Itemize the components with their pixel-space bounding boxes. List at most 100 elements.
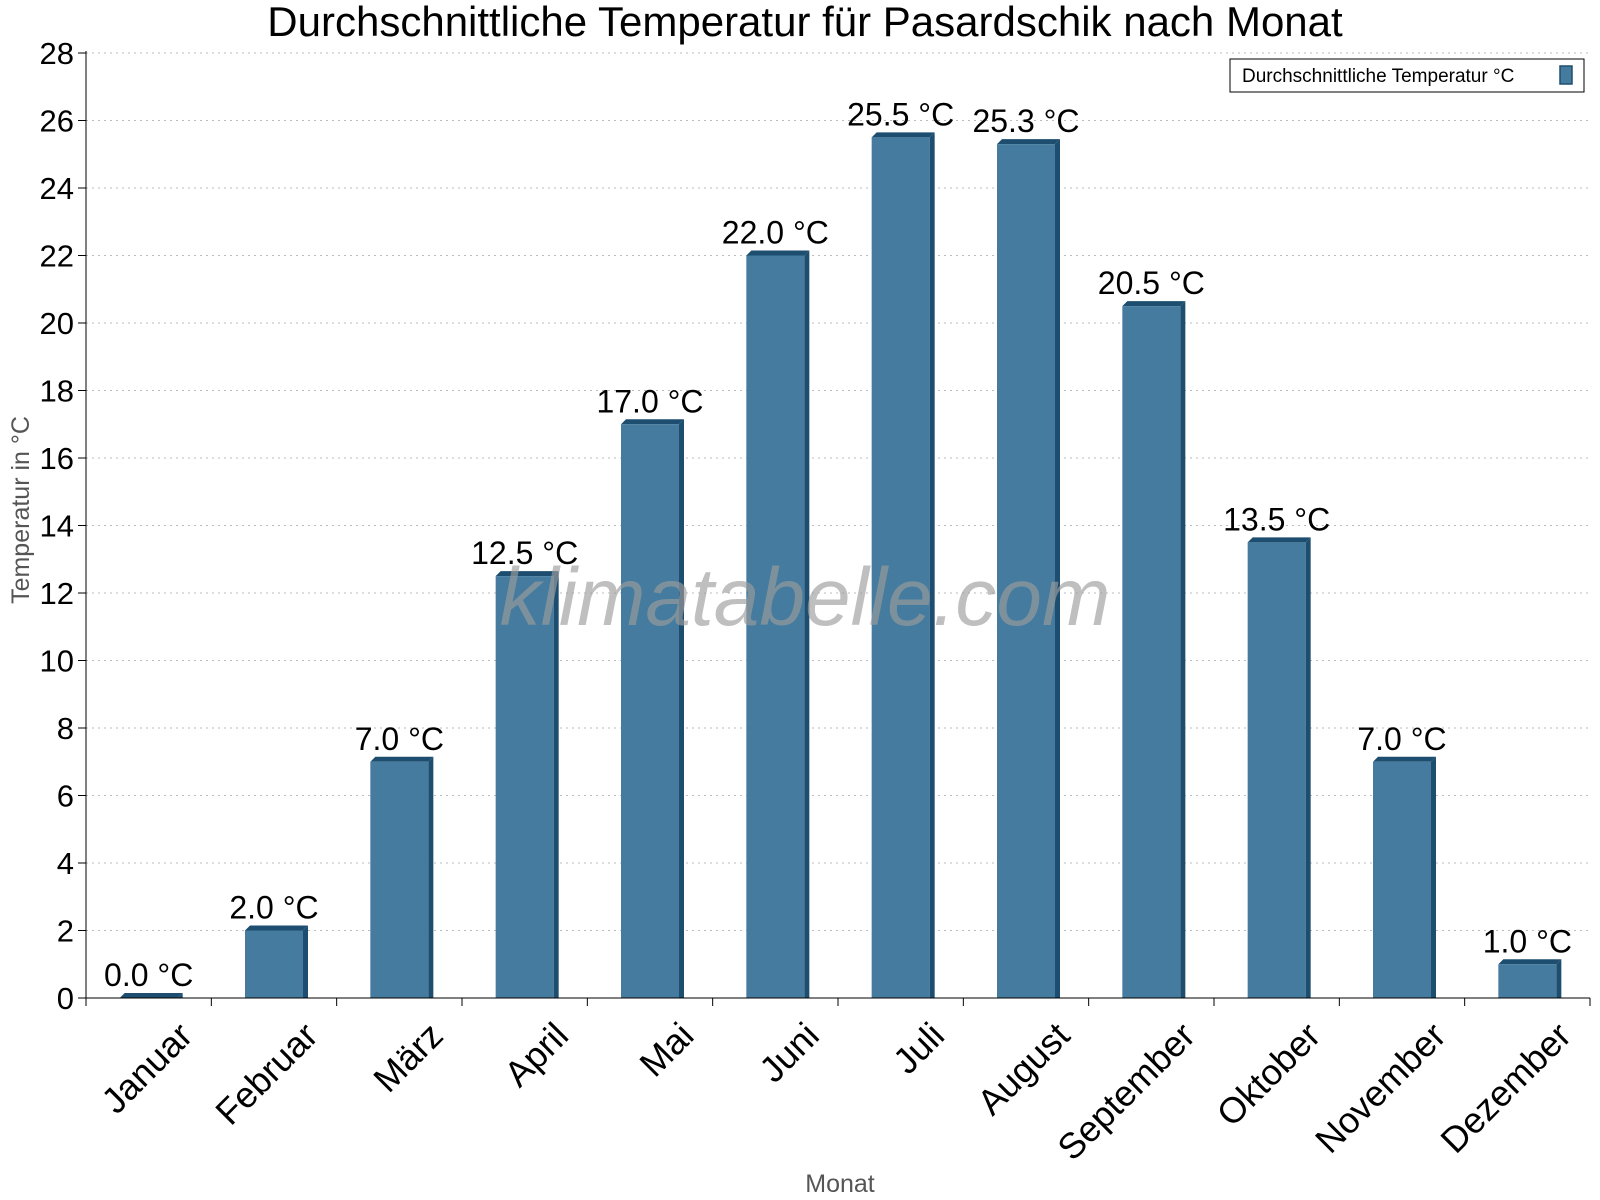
data-label: 17.0 °C <box>596 383 703 419</box>
bar-front <box>370 761 429 998</box>
bar-januar <box>119 993 183 998</box>
x-tick-label: März <box>365 1014 451 1100</box>
y-tick-label: 22 <box>40 239 74 274</box>
bar-april <box>495 571 559 998</box>
legend-box <box>1229 58 1585 93</box>
data-label: 25.5 °C <box>847 96 954 132</box>
bars <box>119 132 1562 998</box>
x-axis-ticks: Januar Februar März April Mai Juni Juli AugustS… <box>85 998 1591 1168</box>
bar-november <box>1373 756 1436 998</box>
bar-top <box>746 250 810 256</box>
bar-mai <box>621 419 684 998</box>
bar-oktober <box>1247 537 1311 998</box>
data-label: 1.0 °C <box>1483 923 1572 959</box>
bar-top <box>1247 537 1311 543</box>
data-label: 0.0 °C <box>104 957 193 993</box>
legend-label: Durchschnittliche Temperatur °C <box>1242 66 1514 87</box>
bar-februar <box>245 925 308 998</box>
legend-swatch <box>1559 65 1573 85</box>
x-tick-label: Dezember <box>1432 1014 1578 1160</box>
bar-top <box>245 925 308 931</box>
bar-side <box>804 250 810 998</box>
bar-side <box>1055 139 1060 998</box>
bar-dezember <box>1498 959 1562 998</box>
bar-september <box>1122 301 1186 998</box>
bar-top <box>1373 756 1436 762</box>
data-label: 22.0 °C <box>722 215 829 251</box>
data-label: 7.0 °C <box>1357 721 1446 757</box>
bar-top <box>871 132 935 138</box>
bar-front <box>1122 306 1181 998</box>
x-tick-label: Juni <box>751 1014 827 1090</box>
x-tick-label: Oktober <box>1209 1014 1329 1134</box>
bar-top <box>119 993 183 998</box>
bar-top <box>370 756 434 762</box>
bar-side <box>1431 756 1436 998</box>
y-tick-label: 8 <box>57 711 74 746</box>
bar-front <box>997 144 1055 998</box>
bar-front <box>621 424 679 998</box>
x-axis-title: Monat <box>805 1170 875 1198</box>
axes <box>85 51 1590 999</box>
y-tick-label: 2 <box>57 914 74 949</box>
bar-side <box>553 571 559 998</box>
bar-front <box>1498 964 1557 998</box>
bar-top <box>997 139 1060 145</box>
x-tick-label: November <box>1307 1014 1453 1160</box>
y-tick-label: 26 <box>40 104 74 139</box>
bar-august <box>997 139 1060 998</box>
data-label: 7.0 °C <box>355 721 444 757</box>
x-tick-label: Mai <box>631 1014 701 1084</box>
bar-side <box>1556 959 1562 998</box>
data-label: 25.3 °C <box>972 103 1079 139</box>
y-tick-label: 18 <box>40 374 74 409</box>
bar-front <box>871 137 930 998</box>
bar-side <box>428 756 434 998</box>
data-label: 2.0 °C <box>229 890 318 926</box>
y-tick-label: 0 <box>57 981 74 1016</box>
y-tick-label: 14 <box>40 509 74 544</box>
y-tick-label: 10 <box>40 644 74 679</box>
x-tick-label: Januar <box>93 1014 200 1121</box>
bar-front <box>746 255 805 998</box>
bar-top <box>495 571 559 577</box>
legend: Durchschnittliche Temperatur °C <box>1229 58 1585 93</box>
bar-side <box>929 132 935 998</box>
x-tick-label: Juli <box>885 1014 952 1081</box>
y-tick-label: 28 <box>40 36 74 71</box>
y-axis-title: Temperatur in °C <box>7 416 35 604</box>
bar-side <box>679 419 684 998</box>
bar-front <box>1247 542 1306 998</box>
grid-lines <box>86 52 1590 931</box>
bar-top <box>1122 301 1186 307</box>
x-tick-label: September <box>1049 1014 1203 1168</box>
data-label: 20.5 °C <box>1098 265 1205 301</box>
bar-juli <box>871 132 935 998</box>
data-label: 13.5 °C <box>1223 501 1330 537</box>
chart-title: Durchschnittliche Temperatur für Pasards… <box>267 0 1343 45</box>
x-tick-label: August <box>969 1014 1077 1122</box>
x-tick-label: April <box>496 1014 576 1094</box>
data-labels: 0.0 °C 2.0 °C 7.0 °C 12.5 °C 17.0 °C 22.0 °C 2… <box>104 96 1572 993</box>
watermark: klimatabelle.com <box>500 552 1111 643</box>
y-tick-label: 20 <box>40 306 74 341</box>
bar-side <box>303 925 308 998</box>
y-tick-label: 6 <box>57 779 74 814</box>
bar-front <box>245 930 303 998</box>
y-tick-label: 12 <box>40 576 74 611</box>
bar-side <box>1180 301 1186 998</box>
x-tick-label: Februar <box>207 1014 325 1132</box>
bar-juni <box>746 250 810 998</box>
y-tick-label: 4 <box>57 846 74 881</box>
bar-front <box>1373 761 1431 998</box>
bar-märz <box>370 756 434 998</box>
bar-side <box>1305 537 1311 998</box>
bar-top <box>621 419 684 425</box>
data-label: 12.5 °C <box>471 535 578 571</box>
bar-front <box>495 576 554 998</box>
y-tick-label: 24 <box>40 171 74 206</box>
y-tick-label: 16 <box>40 441 74 476</box>
bar-top <box>1498 959 1562 965</box>
